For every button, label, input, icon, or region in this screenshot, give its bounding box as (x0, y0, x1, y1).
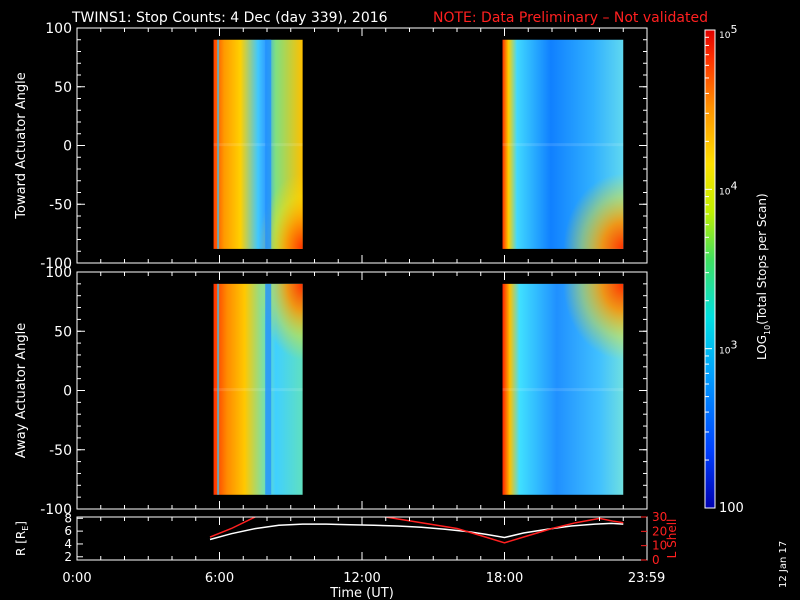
preliminary-note: NOTE: Data Preliminary – Not validated (433, 10, 708, 26)
orbit-line-right (209, 517, 624, 544)
heatmap-panel-toward: 100 50 0 -50 -100 Toward Actuator Angle (14, 21, 648, 272)
x-tick-label: 6:00 (205, 571, 234, 586)
x-tick-label: 18:00 (486, 571, 523, 586)
y-tick-label: 100 (45, 21, 72, 37)
y-tick-label: -100 (40, 256, 72, 272)
heatmap-stripe (217, 39, 220, 249)
orbit-right-label: L Shell (665, 519, 679, 559)
y-axis-label: Away Actuator Angle (14, 323, 29, 458)
heatmap-stripe (502, 143, 624, 147)
heatmap-stripe (213, 388, 303, 392)
orbit-left-label: R [RE] (14, 521, 30, 556)
y-tick-label: 0 (63, 384, 72, 400)
colorbar-tick-label: 105 (719, 23, 737, 41)
y-tick-label: 0 (63, 139, 72, 155)
orbit-right-tick-label: 10 (652, 539, 667, 553)
colorbar-tick-label: 100 (719, 501, 744, 516)
y-tick-label: -100 (40, 502, 72, 518)
heatmap-stripe (265, 39, 272, 249)
y-axis-label: Toward Actuator Angle (14, 72, 29, 219)
colorbar-label: LOG10(Total Stops per Scan) (755, 193, 772, 360)
chart-title: TWINS1: Stop Counts: 4 Dec (day 339), 20… (71, 10, 388, 26)
orbit-left-tick-label: 8 (64, 511, 72, 525)
heatmap-stripe (217, 283, 220, 495)
date-stamp: 12 Jan 17 (778, 541, 789, 588)
y-tick-label: 50 (54, 80, 72, 96)
heatmap-hotspot (556, 283, 624, 369)
heatmap-panel-away: 100 50 0 -50 -100 Away Actuator Angle (14, 265, 648, 518)
orbit-line-left (209, 522, 624, 541)
heatmap-hotspot (253, 283, 303, 369)
colorbar-tick-label: 103 (719, 339, 737, 357)
orbit-left-tick-label: 6 (64, 524, 72, 538)
y-tick-label: 50 (54, 324, 72, 340)
heatmap-stripe (502, 388, 624, 392)
heatmap-hotspot (253, 165, 303, 249)
orbit-right-tick-label: 30 (652, 510, 667, 524)
heatmap-hotspot (556, 165, 624, 249)
x-axis-label: Time (UT) (329, 586, 394, 600)
x-tick-label: 0:00 (62, 571, 91, 586)
heatmap-stripe (265, 283, 272, 495)
orbit-right-tick-label: 20 (652, 524, 667, 538)
y-tick-label: -50 (49, 443, 72, 459)
colorbar-tick-label: 104 (719, 179, 737, 197)
y-tick-label: 100 (45, 265, 72, 281)
orbit-right-tick-label: 0 (652, 553, 660, 567)
x-tick-label: 12:00 (343, 571, 380, 586)
heatmap-stripe (213, 143, 303, 147)
colorbar-ticks: 105 104 103 100 (705, 23, 744, 516)
orbit-left-tick-label: 4 (64, 537, 72, 551)
y-tick-label: -50 (49, 197, 72, 213)
x-tick-label: 23:59 (628, 571, 665, 586)
orbit-left-tick-label: 2 (64, 550, 72, 564)
colorbar: 105 104 103 100 LOG10(Total Stops per Scan) (704, 23, 772, 516)
colorbar-gradient (704, 29, 716, 509)
